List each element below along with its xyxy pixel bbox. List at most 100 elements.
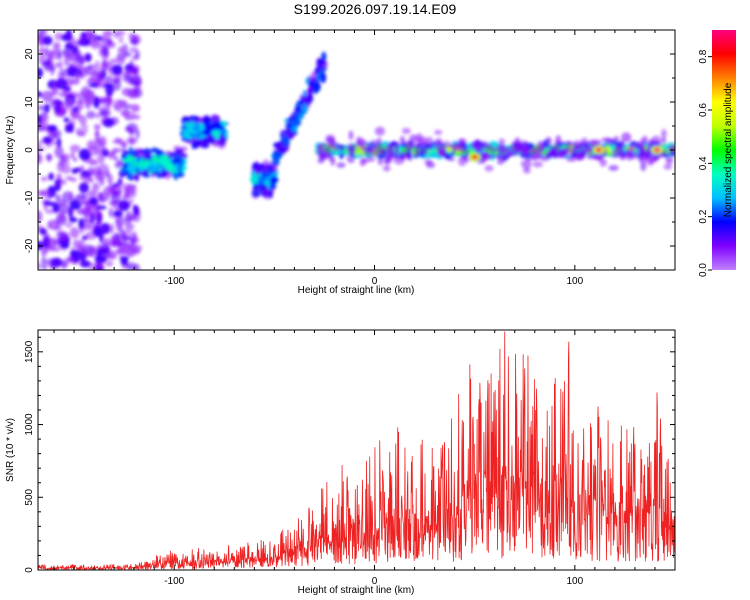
spectrogram-cell: [441, 141, 452, 149]
spectrogram-cell: [507, 150, 514, 157]
spectrogram-cell: [572, 147, 578, 155]
spectrogram-cell: [376, 137, 383, 149]
spectrogram-cell: [311, 71, 316, 77]
spectrogram-cell: [182, 116, 189, 122]
snr-frame: [37, 329, 676, 571]
spectrogram-x-axis: -100 0 100: [53, 30, 676, 287]
spectrogram-cell: [109, 238, 119, 247]
spectrogram-cell: [659, 151, 668, 158]
spectrogram-cell: [126, 173, 131, 180]
spectrogram-cell: [153, 156, 159, 162]
spectrogram-cell: [374, 126, 385, 136]
spectrogram-cell: [46, 153, 52, 163]
y-tick-label: 20: [24, 48, 35, 60]
snr-y-axis: 0 500 1000 1500: [24, 336, 675, 573]
spectrogram-cell: [65, 175, 74, 181]
spectrogram-cell: [67, 122, 74, 133]
spectrogram-cell: [121, 243, 134, 256]
spectrogram-cell: [129, 39, 139, 45]
spectrogram-cell: [121, 257, 128, 263]
y-tick-label: 1000: [24, 413, 35, 436]
spectrogram-cell: [105, 75, 113, 85]
snr-series-line: [38, 331, 675, 570]
spectrogram-cell: [45, 49, 57, 56]
spectrogram-cell: [205, 135, 214, 141]
spectrogram-cell: [129, 126, 134, 137]
spectrogram-cell: [59, 179, 67, 186]
spectrogram-cell: [94, 142, 106, 155]
spectrogram-cell: [274, 155, 278, 163]
spectrogram-cell: [60, 241, 70, 249]
spectrogram-cell: [128, 146, 133, 152]
spectrogram-cell: [139, 158, 143, 168]
y-tick-label: 500: [24, 488, 35, 505]
spectrogram-cell: [90, 37, 100, 50]
spectrogram-cell: [539, 154, 551, 162]
spectrogram-cell: [548, 149, 557, 157]
spectrogram-cell: [46, 237, 58, 250]
spectrogram-cell: [78, 148, 91, 161]
spectrogram-cell: [595, 147, 603, 153]
spectrogram-cell: [252, 183, 258, 192]
x-tick-label: -100: [164, 276, 184, 287]
spectrogram-cell: [107, 174, 113, 185]
spectrogram-cell: [457, 138, 465, 149]
spectrogram-cell: [38, 210, 43, 223]
spectrogram-cell: [496, 147, 505, 155]
figure-title: S199.2026.097.19.14.E09: [294, 1, 457, 17]
spectrogram-cell: [94, 172, 106, 183]
x-tick-label: 100: [566, 576, 583, 587]
spectrogram-cell: [65, 98, 75, 111]
colorbar-tick-label: 0.6: [698, 103, 709, 117]
spectrogram-cell: [618, 141, 625, 151]
spectrogram-cell: [84, 53, 92, 63]
colorbar-ticks: 0.0 0.2 0.4 0.6 0.8: [698, 49, 712, 277]
y-tick-label: -10: [24, 190, 35, 205]
spectrogram-cell: [637, 151, 648, 160]
spectrogram-cell: [513, 142, 521, 153]
colorbar-tick-label: 0.2: [698, 209, 709, 223]
spectrogram-cell: [38, 146, 46, 152]
spectrogram-cell: [39, 139, 44, 145]
spectrogram-cell: [257, 176, 265, 186]
spectrogram-cell: [416, 132, 423, 143]
spectrogram-cell: [83, 66, 89, 73]
spectrogram-cell: [260, 171, 271, 178]
spectrogram-cell: [117, 178, 123, 185]
spectrogram-cell: [61, 153, 70, 162]
spectrogram-cell: [40, 189, 53, 198]
colorbar-tick-label: 0.0: [698, 263, 709, 277]
spectrogram-cell: [426, 136, 433, 144]
spectrogram-cell: [110, 235, 117, 240]
spectrogram-cell: [79, 175, 87, 181]
spectrogram-cell: [41, 250, 47, 258]
spectrogram-cell: [92, 182, 100, 192]
snr-y-label: SNR (10 * v/v): [5, 418, 16, 482]
spectrogram-cell: [563, 140, 574, 147]
spectrogram-cell: [313, 81, 321, 93]
spectrogram-cell: [320, 73, 327, 84]
spectrogram-cell: [484, 165, 494, 172]
spectrogram-cell: [54, 62, 61, 68]
spectrogram-cell: [131, 244, 141, 255]
spectrogram-cell: [318, 144, 327, 154]
x-tick-label: 100: [566, 276, 583, 287]
spectrogram-cell: [316, 75, 321, 82]
spectrogram-cell: [111, 79, 122, 91]
spectrogram-cell: [653, 147, 661, 153]
spectrogram-cell: [107, 151, 116, 160]
spectrogram-cell: [88, 83, 99, 88]
spectrogram-cell: [125, 69, 133, 76]
spectrogram-cell: [336, 162, 346, 168]
spectrogram-cell: [43, 35, 53, 46]
spectrogram-cell: [74, 71, 80, 82]
spectrogram-cell: [125, 185, 134, 194]
spectrogram-cell: [365, 145, 372, 153]
spectrogram-cell: [77, 131, 86, 137]
spectrogram-cell: [529, 145, 535, 149]
spectrogram-cell: [133, 153, 139, 159]
y-tick-label: 0: [24, 567, 35, 573]
spectrogram-cell: [69, 250, 81, 258]
spectrogram-cell: [665, 155, 674, 165]
spectrogram-cell: [44, 138, 53, 143]
